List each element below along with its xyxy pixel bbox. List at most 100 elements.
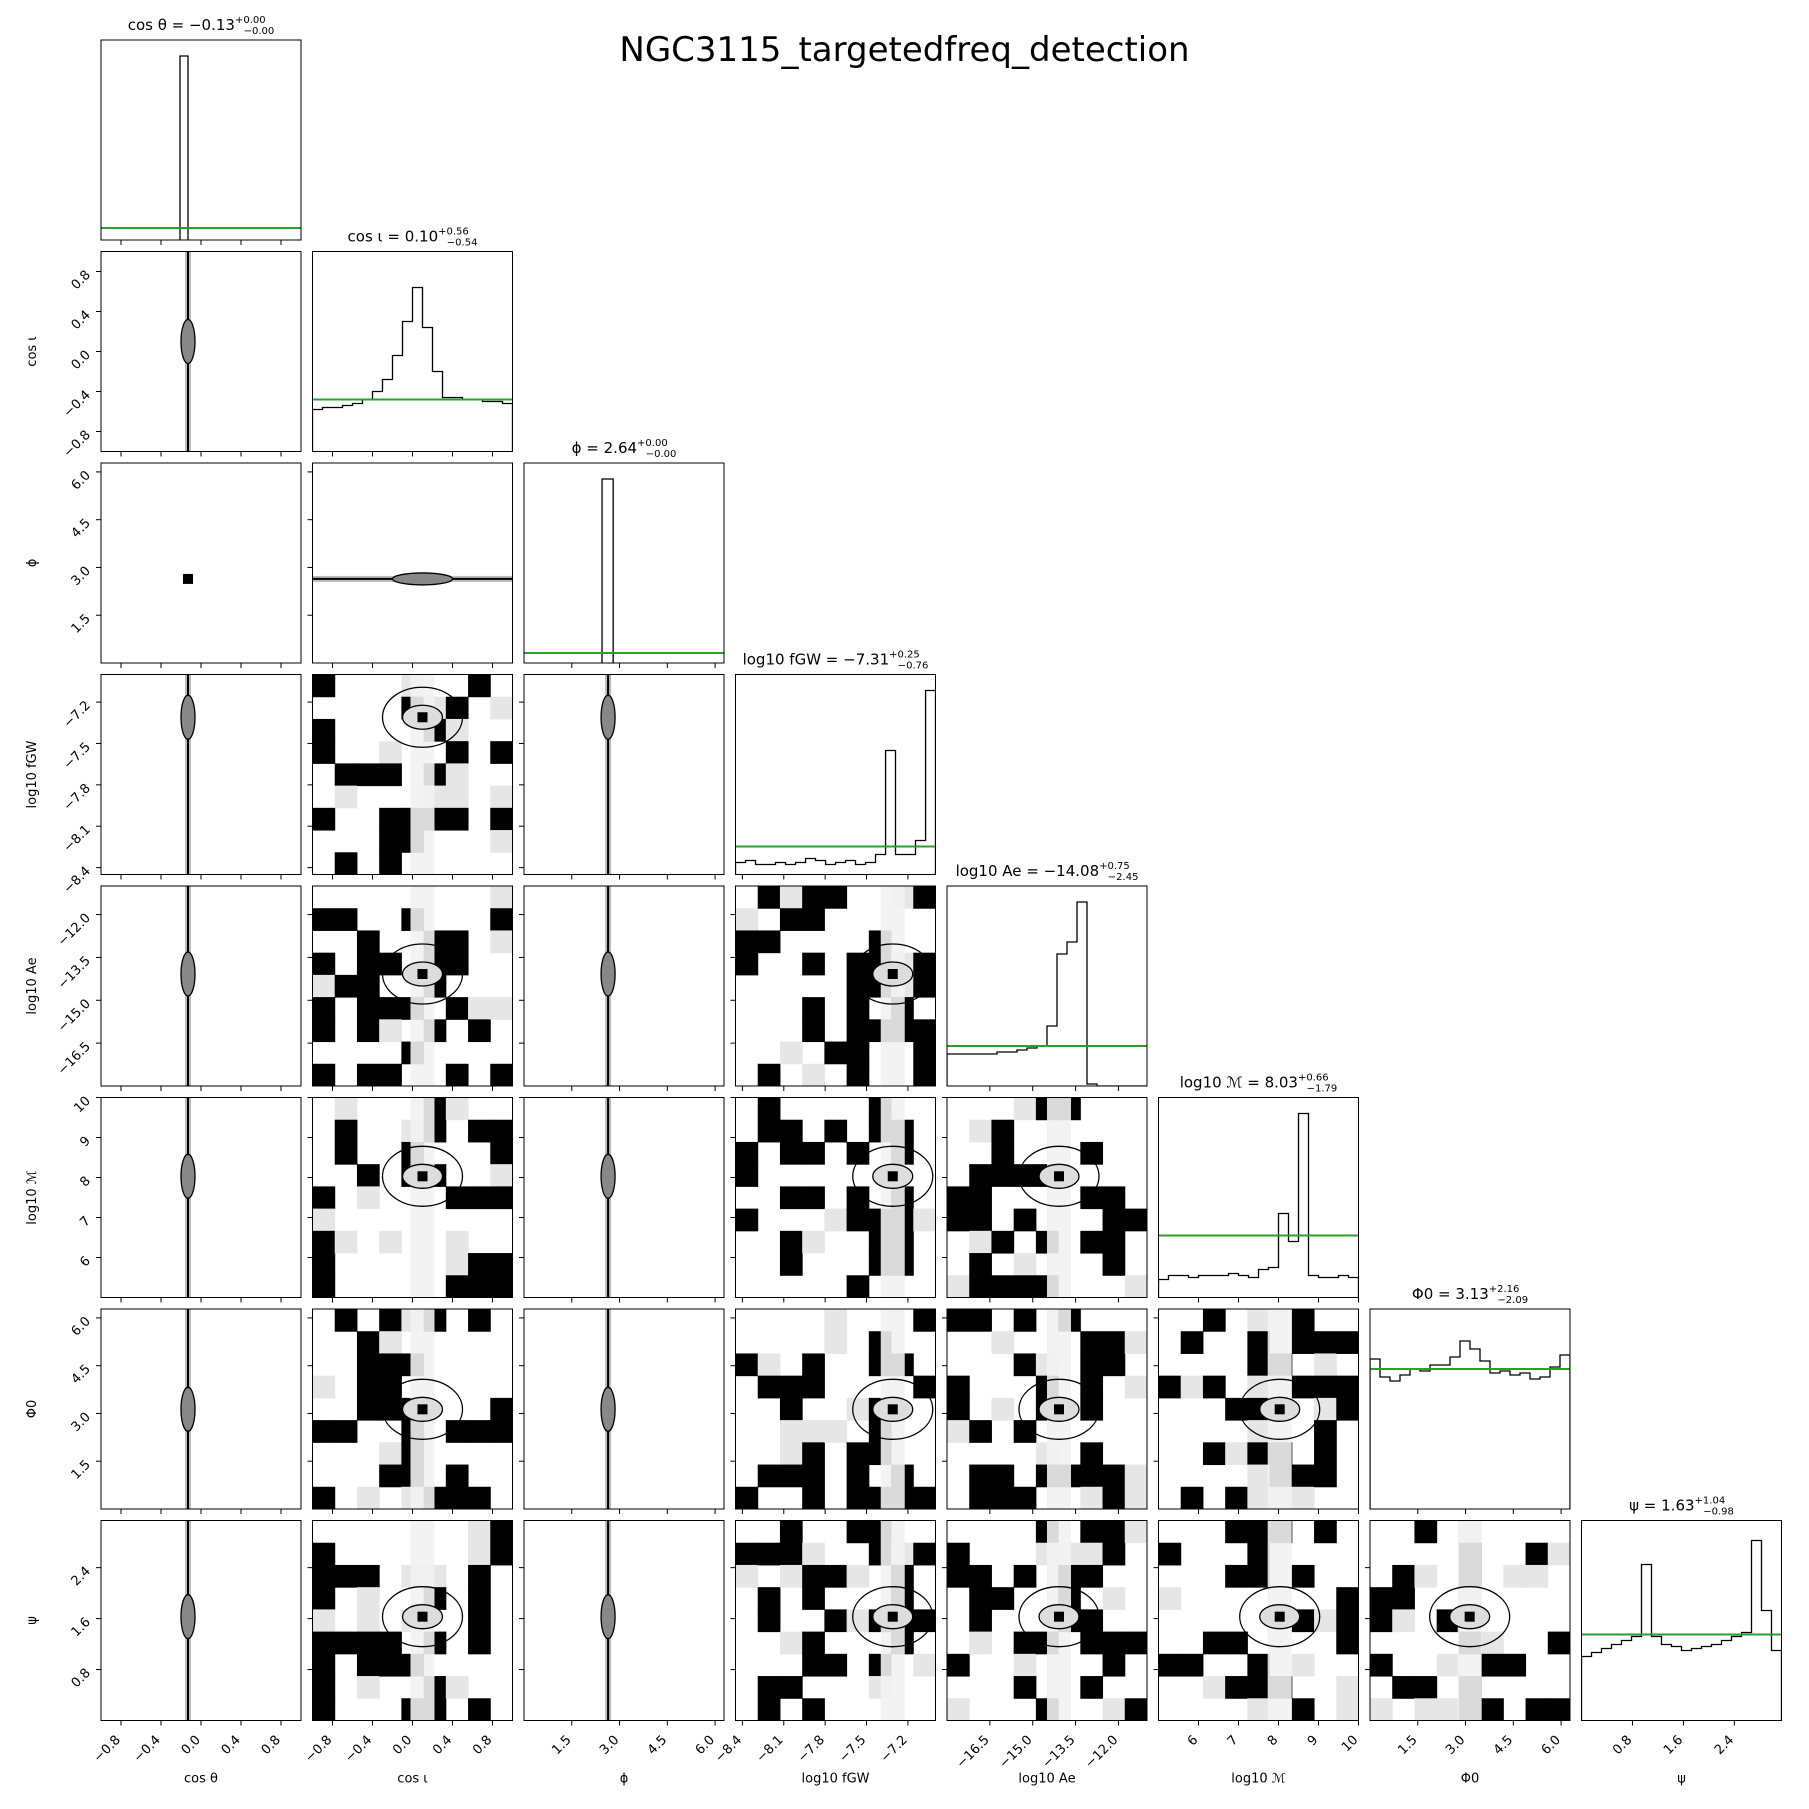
density-cell bbox=[1225, 1520, 1248, 1544]
x-tick-label: 0.0 bbox=[179, 1733, 204, 1758]
density-cell bbox=[334, 1230, 358, 1254]
density-cell bbox=[913, 1375, 936, 1399]
density-cell bbox=[991, 1464, 1015, 1488]
density-peak bbox=[1274, 1611, 1285, 1622]
err-minus: −0.00 bbox=[646, 449, 677, 460]
x-tick-label: 1.5 bbox=[549, 1733, 574, 1758]
density-cell bbox=[1225, 1442, 1248, 1466]
density-cell bbox=[468, 1542, 491, 1566]
density-cell bbox=[1291, 1375, 1315, 1399]
density-cell bbox=[802, 908, 825, 931]
contour-line bbox=[381, 686, 464, 748]
density-cell bbox=[735, 930, 759, 954]
density-cell bbox=[1102, 1331, 1126, 1354]
x-tick-label: −0.8 bbox=[302, 1733, 335, 1766]
density-cell bbox=[913, 1609, 936, 1633]
density-cell bbox=[802, 1141, 825, 1165]
density-cell bbox=[1080, 1186, 1104, 1210]
density-cell bbox=[735, 952, 759, 976]
contour-panel-Phi0-vs-phi bbox=[519, 1308, 725, 1514]
panel-body bbox=[183, 573, 193, 584]
density-cell bbox=[490, 997, 513, 1020]
density-cell bbox=[334, 1564, 358, 1588]
histogram-line bbox=[312, 286, 513, 452]
density-cell bbox=[468, 1631, 491, 1655]
density-cell bbox=[757, 1464, 781, 1488]
density-cell bbox=[1102, 1353, 1126, 1377]
x-tick-label: 3.0 bbox=[597, 1733, 622, 1758]
density-cell bbox=[356, 952, 380, 976]
density-cell bbox=[1503, 1653, 1527, 1677]
panel-frame bbox=[1369, 1308, 1571, 1510]
density-cell bbox=[1291, 1698, 1315, 1721]
x-tick-label: −0.4 bbox=[342, 1733, 375, 1766]
density-cell bbox=[490, 785, 513, 809]
density-cell bbox=[312, 1564, 336, 1588]
y-tick-label: −13.5 bbox=[55, 954, 94, 993]
density-cell bbox=[445, 718, 469, 742]
density-cell bbox=[356, 1653, 380, 1677]
contour-core bbox=[180, 1386, 196, 1432]
density-cell bbox=[1314, 1609, 1337, 1633]
density-cell bbox=[1124, 1331, 1147, 1354]
contour-core bbox=[600, 1386, 616, 1432]
panel-body bbox=[735, 1097, 936, 1298]
density-cell bbox=[445, 1253, 469, 1276]
hist-panel-psi: ψ = 1.63+1.04 −0.98 0.8 1.6 2.4 bbox=[1581, 1496, 1782, 1758]
density-cell bbox=[1336, 1331, 1359, 1354]
density-cell bbox=[312, 908, 336, 931]
density-cell bbox=[1013, 1420, 1037, 1443]
panel-body bbox=[600, 1520, 616, 1721]
contour-line bbox=[852, 1378, 934, 1440]
density-cell bbox=[356, 1331, 380, 1354]
density-cell bbox=[312, 1587, 336, 1610]
density-cell bbox=[1102, 1542, 1126, 1566]
density-cell bbox=[991, 1587, 1015, 1610]
y-tick-label: 7 bbox=[77, 1214, 93, 1230]
density-cell bbox=[846, 1141, 870, 1165]
density-cell bbox=[969, 1564, 992, 1588]
density-cell bbox=[947, 1420, 970, 1443]
density-peak bbox=[1054, 1171, 1064, 1182]
density-cell bbox=[490, 830, 513, 853]
err-plus: +0.56 bbox=[438, 227, 469, 238]
panel-frame bbox=[100, 674, 302, 875]
density-cell bbox=[1314, 1331, 1337, 1354]
density-cell bbox=[802, 1442, 825, 1466]
density-cell bbox=[757, 1676, 781, 1699]
density-cell bbox=[1336, 1375, 1359, 1399]
contour-line bbox=[381, 1145, 464, 1207]
panel-body bbox=[312, 886, 513, 1086]
density-cell bbox=[490, 1164, 513, 1187]
contour-panel-Phi0-vs-cos_iota bbox=[307, 1308, 513, 1514]
density-peak bbox=[417, 1611, 428, 1622]
density-cell bbox=[1291, 1653, 1315, 1677]
density-cell bbox=[1247, 1375, 1271, 1399]
panel-frame bbox=[312, 251, 513, 452]
density-cell bbox=[445, 1230, 469, 1254]
density-cell bbox=[490, 1253, 513, 1276]
density-cell bbox=[379, 1353, 402, 1377]
x-axis-label-log10_fgw: log10 fGW bbox=[802, 1772, 870, 1787]
density-cell bbox=[913, 1208, 936, 1232]
density-cell bbox=[1291, 1486, 1315, 1509]
contour-panel-phi-vs-cos_iota bbox=[307, 462, 513, 668]
density-peak bbox=[417, 712, 428, 723]
density-cell bbox=[312, 1208, 336, 1232]
density-cell bbox=[1013, 1353, 1037, 1377]
density-cell bbox=[468, 1309, 491, 1332]
density-cell bbox=[379, 830, 402, 853]
density-cell bbox=[802, 1420, 825, 1443]
density-peak bbox=[1054, 1404, 1064, 1415]
contour-line bbox=[852, 1145, 934, 1207]
contour-panel-psi-vs-log10_fgw: −8.4 −8.1 −7.8 −7.5 −7.2 bbox=[712, 1520, 936, 1766]
density-cell bbox=[1314, 1520, 1337, 1544]
contour-line bbox=[852, 943, 934, 1005]
density-cell bbox=[824, 1208, 848, 1232]
density-cell bbox=[913, 886, 936, 909]
density-cell bbox=[969, 1164, 992, 1187]
density-cell bbox=[445, 1676, 469, 1699]
contour-core bbox=[600, 1153, 616, 1199]
density-cell bbox=[1013, 1631, 1037, 1655]
density-cell bbox=[1013, 1253, 1037, 1276]
